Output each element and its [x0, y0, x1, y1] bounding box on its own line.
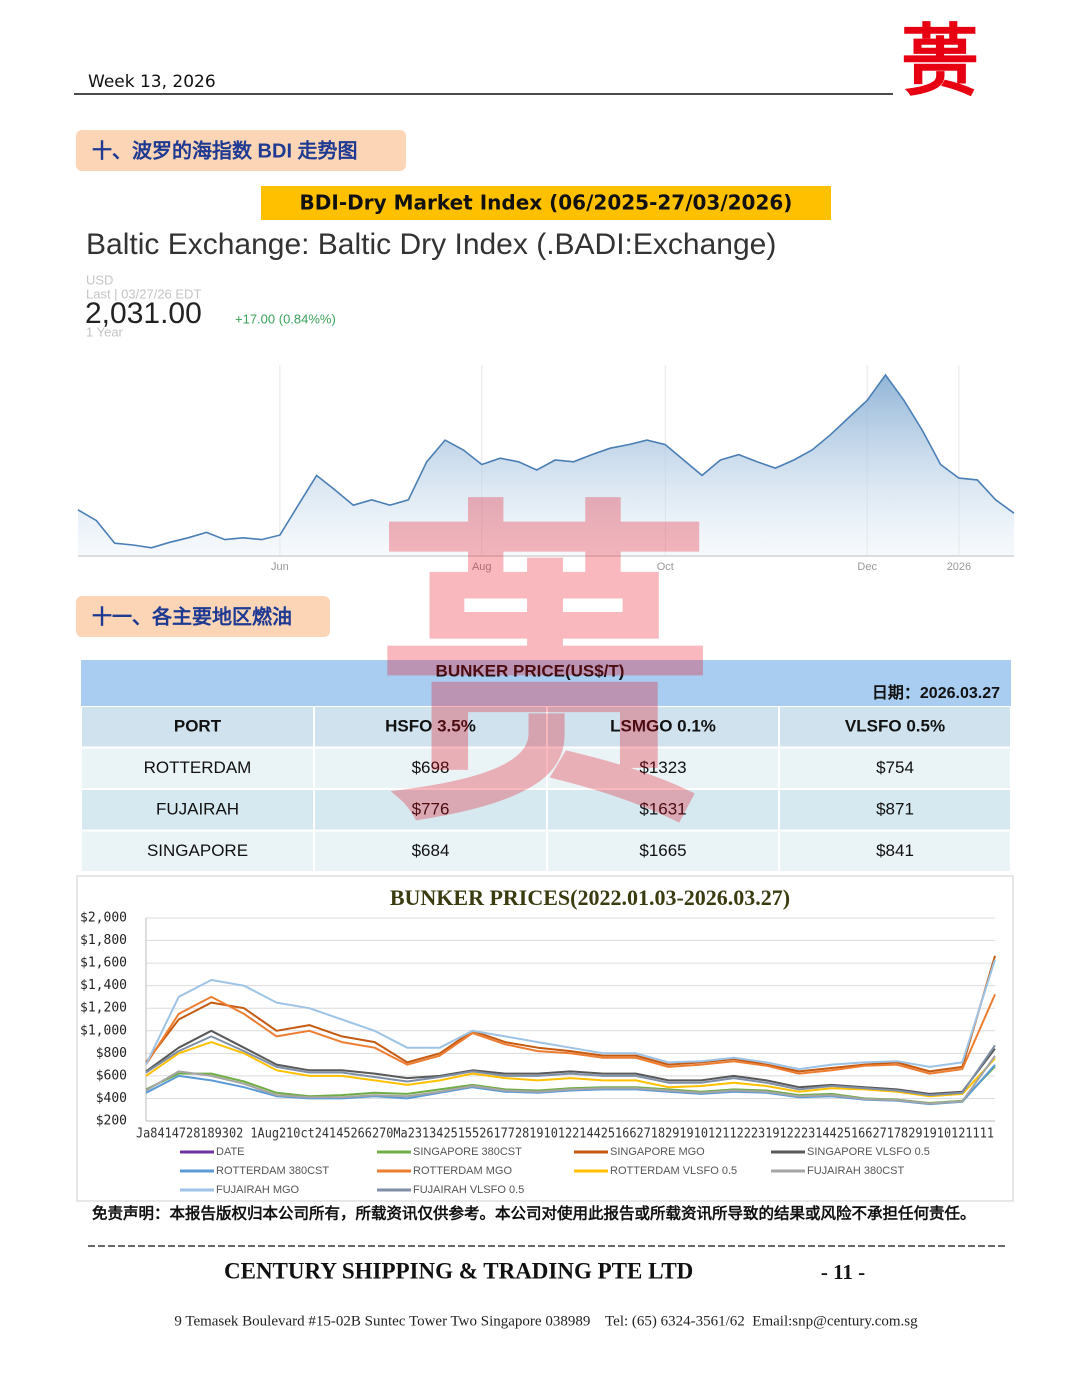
banner-box: [261, 186, 831, 220]
table-cell-text: $684: [412, 841, 450, 860]
section-title: 十一、各主要地区燃油: [92, 604, 292, 628]
column-header: HSFO 3.5%: [385, 716, 476, 735]
x-axis-text: Ja8414728189302 1Aug210ct24145266270Ma23…: [136, 1127, 994, 1142]
legend-label: SINGAPORE MGO: [610, 1146, 705, 1158]
y-tick-label: $2,000: [80, 911, 127, 926]
section-title: 十、波罗的海指数 BDI 走势图: [92, 138, 358, 162]
series-line: [145, 1055, 996, 1105]
bunker-chart: $2,000 $1,800 $1,600 $1,400 $1,200 $1,000 $800…: [80, 911, 996, 1196]
table-cell-text: $698: [412, 758, 450, 777]
x-tick-label: Aug: [472, 561, 492, 573]
table-cell: [780, 831, 1010, 871]
table-title-row: [81, 660, 1011, 706]
y-tick-label: $1,000: [80, 1023, 127, 1038]
table-cell-text: $1323: [639, 758, 686, 777]
legend-label: ROTTERDAM VLSFO 0.5: [610, 1165, 737, 1177]
legend-label: ROTTERDAM MGO: [413, 1165, 512, 1177]
table-cell-text: FUJAIRAH: [156, 799, 239, 818]
table-cell: [548, 831, 778, 871]
series-line: [145, 993, 996, 1075]
table-cell: [548, 707, 778, 747]
line: [77, 373, 1015, 549]
company: CENTURY SHIPPING & TRADING PTE LTD: [224, 1258, 693, 1283]
series-line: [145, 1041, 996, 1098]
table-cell-text: $776: [412, 799, 450, 818]
y-tick-label: $600: [96, 1068, 127, 1083]
table-cell: [315, 790, 546, 830]
legend-label: SINGAPORE VLSFO 0.5: [807, 1146, 930, 1158]
y-tick-label: $1,400: [80, 978, 127, 993]
legend-label: FUJAIRAH MGO: [216, 1184, 300, 1196]
table-cell-text: SINGAPORE: [147, 841, 248, 860]
currency: USD: [86, 272, 113, 287]
chart-title: Baltic Exchange: Baltic Dry Index (.BADI…: [86, 228, 776, 261]
week-label: Week 13, 2026: [88, 72, 216, 92]
table-cell: [548, 748, 778, 788]
disclaimer: 免责声明：本报告版权归本公司所有，所载资讯仅供参考。本公司对使用此报告或所载资讯…: [92, 1204, 976, 1223]
table-cell: [82, 831, 313, 871]
legend-label: FUJAIRAH VLSFO 0.5: [413, 1184, 524, 1196]
legend-label: SINGAPORE 380CST: [413, 1146, 522, 1158]
y-tick-label: $400: [96, 1091, 127, 1106]
series-line: [145, 955, 996, 1073]
x-tick-label: Jun: [271, 561, 289, 573]
table-date: 日期：2026.03.27: [872, 683, 1000, 702]
bunker-table: BUNKER PRICE(US$/T) 日期：2026.03.27 PORT HSFO…: [81, 660, 1011, 871]
bdi-chart: Jun Aug Oct Dec 2026: [77, 365, 1015, 573]
table-cell: [548, 790, 778, 830]
y-tick-label: $1,800: [80, 933, 127, 948]
table-cell-text: $871: [876, 799, 914, 818]
table-cell: [780, 748, 1010, 788]
y-tick-label: $800: [96, 1046, 127, 1061]
logo: 蒉: [901, 18, 979, 105]
table-cell: [780, 707, 1010, 747]
chart-frame: [76, 875, 1014, 1202]
last-label: Last | 03/27/26 EDT: [86, 286, 201, 301]
series-line: [145, 1029, 996, 1095]
x-tick-label: Dec: [857, 561, 877, 573]
column-header: PORT: [174, 716, 222, 735]
series-line: [145, 1035, 996, 1097]
change: +17.00 (0.84%%): [235, 311, 336, 326]
table-cell: [82, 707, 313, 747]
banner: BDI-Dry Market Index (06/2025-27/03/2026…: [300, 191, 793, 215]
series-line: [145, 959, 996, 1071]
section-box: [76, 130, 406, 171]
table-cell-text: ROTTERDAM: [144, 758, 252, 777]
table-cell-text: $1631: [639, 799, 686, 818]
table-cell-text: $754: [876, 758, 914, 777]
x-tick-label: 2026: [947, 561, 971, 573]
y-tick-label: $1,600: [80, 956, 127, 971]
legend-label: ROTTERDAM 380CST: [216, 1165, 329, 1177]
page-number: - 11 -: [821, 1260, 865, 1284]
chart-title: BUNKER PRICES(2022.01.03-2026.03.27): [390, 885, 790, 910]
section-box: [76, 596, 330, 637]
table-title: BUNKER PRICE(US$/T): [436, 661, 625, 680]
last-price: 2,031.00: [85, 297, 202, 330]
column-header: LSMGO 0.1%: [610, 716, 716, 735]
table-cell: [315, 831, 546, 871]
y-tick-label: $1,200: [80, 1001, 127, 1016]
legend-label: DATE: [216, 1146, 245, 1158]
x-tick-label: Oct: [657, 561, 674, 573]
table-cell: [315, 707, 546, 747]
table-cell-text: $841: [876, 841, 914, 860]
y-tick-label: $200: [96, 1114, 127, 1129]
table-cell: [82, 748, 313, 788]
legend-label: FUJAIRAH 380CST: [807, 1165, 904, 1177]
table-cell: [315, 748, 546, 788]
table-cell: [82, 790, 313, 830]
column-header: VLSFO 0.5%: [845, 716, 945, 735]
table-cell-text: $1665: [639, 841, 686, 860]
period: 1 Year: [86, 324, 124, 339]
address: 9 Temasek Boulevard #15-02B Suntec Tower…: [174, 1313, 918, 1329]
watermark: 蒉: [375, 485, 715, 862]
table-cell: [780, 790, 1010, 830]
